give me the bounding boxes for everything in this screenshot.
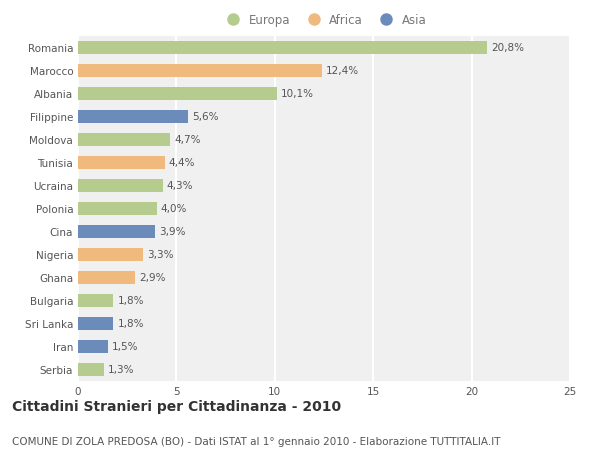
Bar: [78, 271, 135, 284]
Bar: [78, 225, 155, 238]
Bar: [78, 363, 104, 376]
Text: 10,1%: 10,1%: [281, 89, 314, 99]
Text: Cittadini Stranieri per Cittadinanza - 2010: Cittadini Stranieri per Cittadinanza - 2…: [12, 399, 341, 413]
Bar: [78, 317, 113, 330]
Text: 2,9%: 2,9%: [139, 273, 166, 283]
Bar: [78, 88, 277, 101]
Bar: [78, 179, 163, 192]
Text: 1,8%: 1,8%: [118, 319, 144, 329]
Bar: [78, 42, 487, 55]
Text: COMUNE DI ZOLA PREDOSA (BO) - Dati ISTAT al 1° gennaio 2010 - Elaborazione TUTTI: COMUNE DI ZOLA PREDOSA (BO) - Dati ISTAT…: [12, 436, 500, 446]
Text: 1,8%: 1,8%: [118, 296, 144, 306]
Text: 3,3%: 3,3%: [147, 250, 173, 260]
Text: 20,8%: 20,8%: [491, 43, 524, 53]
Legend: Europa, Africa, Asia: Europa, Africa, Asia: [221, 14, 427, 28]
Text: 1,3%: 1,3%: [107, 364, 134, 375]
Text: 4,7%: 4,7%: [175, 135, 201, 145]
Bar: [78, 340, 107, 353]
Bar: [78, 157, 164, 169]
Bar: [78, 202, 157, 215]
Text: 12,4%: 12,4%: [326, 66, 359, 76]
Bar: [78, 248, 143, 261]
Text: 3,9%: 3,9%: [158, 227, 185, 237]
Bar: [78, 294, 113, 307]
Text: 1,5%: 1,5%: [112, 341, 138, 352]
Bar: [78, 65, 322, 78]
Bar: [78, 134, 170, 146]
Text: 4,3%: 4,3%: [167, 181, 193, 191]
Text: 5,6%: 5,6%: [192, 112, 218, 122]
Text: 4,0%: 4,0%: [161, 204, 187, 214]
Bar: [78, 111, 188, 123]
Text: 4,4%: 4,4%: [169, 158, 195, 168]
